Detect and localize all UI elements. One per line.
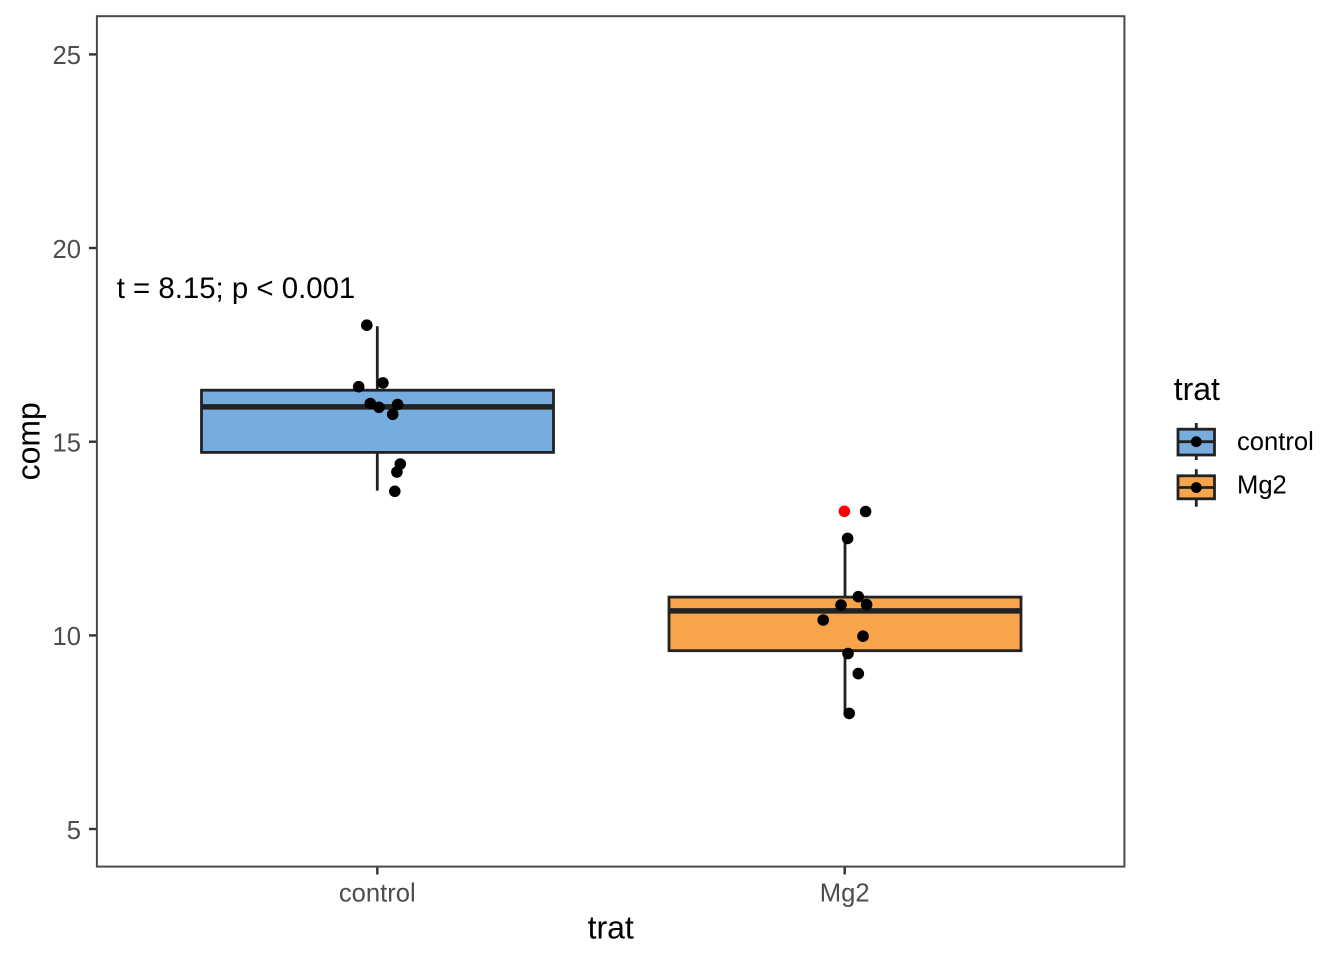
svg-text:trat: trat (1174, 371, 1220, 407)
svg-text:10: 10 (53, 623, 81, 651)
svg-text:comp: comp (10, 402, 46, 480)
svg-text:20: 20 (53, 236, 81, 264)
svg-text:control: control (339, 879, 416, 907)
svg-text:trat: trat (588, 910, 634, 946)
svg-text:control: control (1237, 428, 1314, 456)
svg-text:25: 25 (53, 42, 81, 70)
svg-text:Mg2: Mg2 (1237, 471, 1287, 499)
svg-text:15: 15 (53, 430, 81, 458)
svg-text:Mg2: Mg2 (820, 879, 870, 907)
svg-text:t = 8.15; p < 0.001: t = 8.15; p < 0.001 (117, 272, 356, 305)
svg-text:5: 5 (67, 817, 81, 845)
